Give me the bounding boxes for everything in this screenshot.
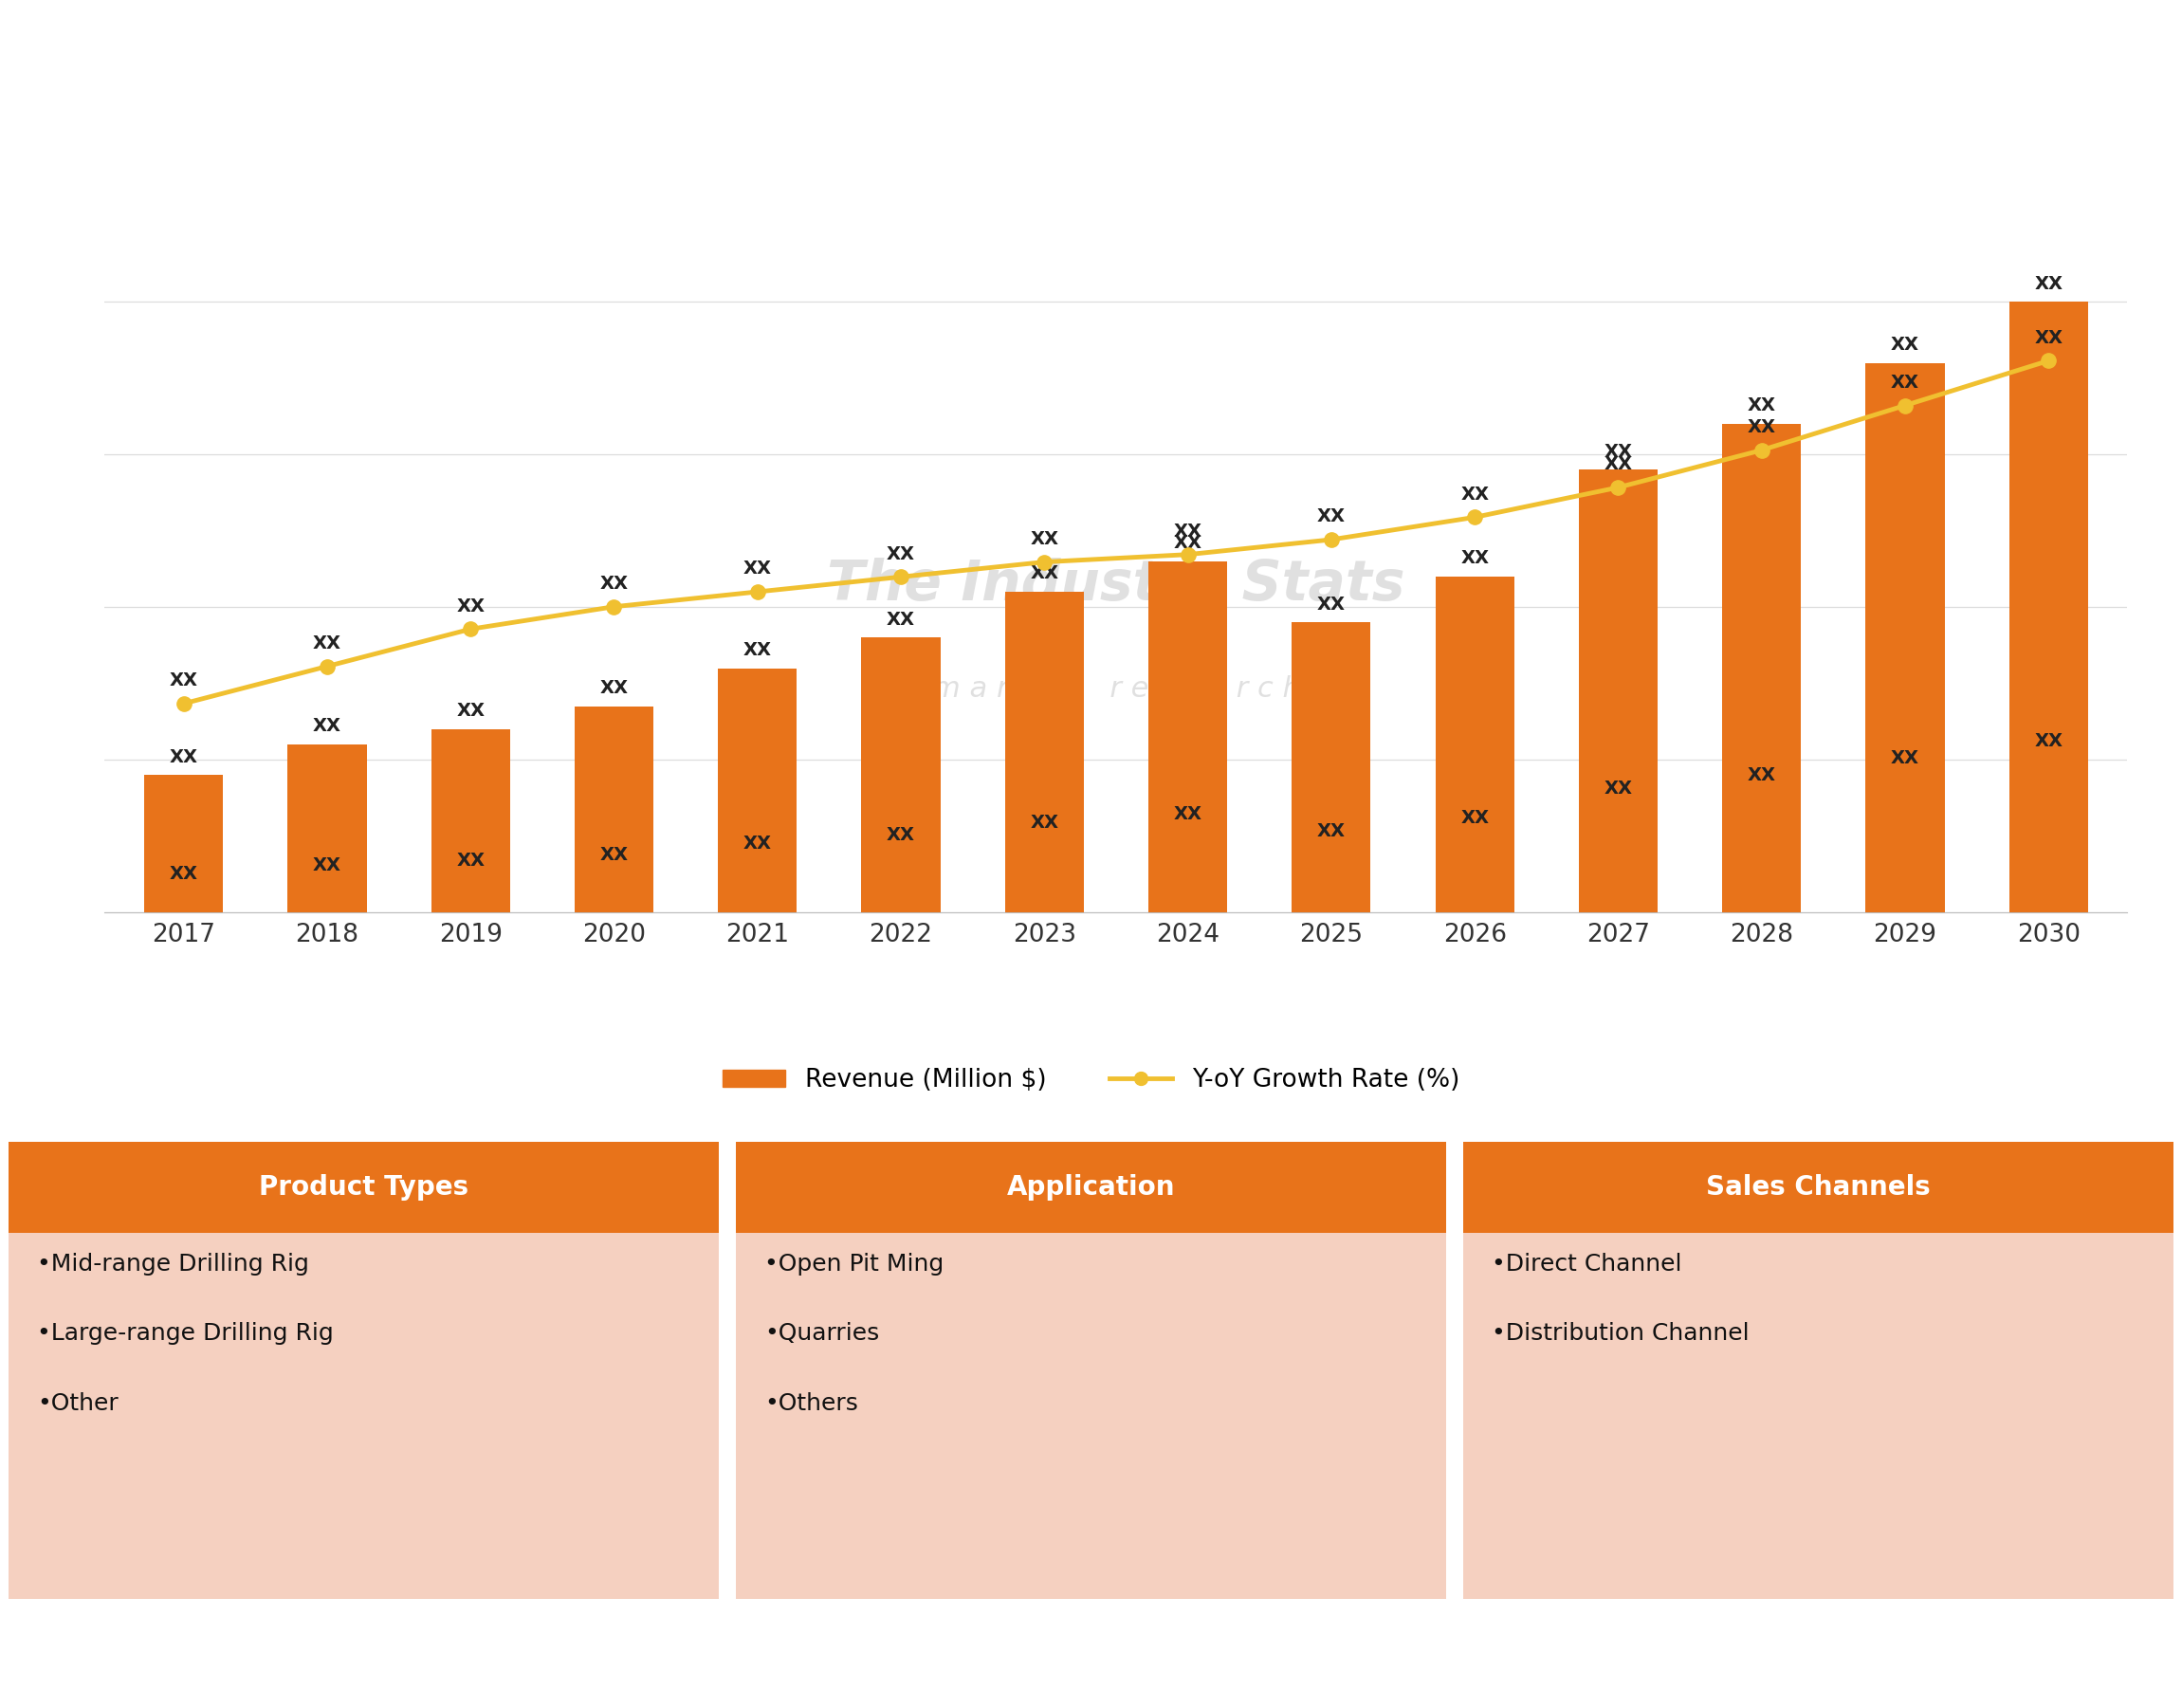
Bar: [1866, 364, 1944, 912]
Text: XX: XX: [1748, 767, 1776, 784]
Text: •Direct Channel: •Direct Channel: [1492, 1252, 1682, 1276]
Text: XX: XX: [1892, 374, 1920, 391]
Text: XX: XX: [1748, 418, 1776, 436]
Text: •Mid-range Drilling Rig: •Mid-range Drilling Rig: [37, 1252, 310, 1276]
Text: XX: XX: [1892, 750, 1920, 767]
Text: XX: XX: [2034, 275, 2062, 292]
Text: •Open Pit Ming: •Open Pit Ming: [764, 1252, 945, 1276]
Text: XX: XX: [456, 598, 484, 615]
Text: Sales Channels: Sales Channels: [1706, 1173, 1931, 1201]
Bar: [574, 707, 652, 912]
Bar: [1436, 577, 1514, 912]
Bar: [862, 637, 940, 912]
Text: XX: XX: [1460, 810, 1488, 827]
Text: XX: XX: [886, 827, 914, 844]
Text: XX: XX: [1174, 535, 1202, 552]
Text: Email: sales@theindustrystats.com: Email: sales@theindustrystats.com: [786, 1647, 1228, 1670]
Bar: [718, 668, 796, 912]
Text: XX: XX: [456, 702, 484, 721]
Text: XX: XX: [1174, 523, 1202, 541]
Text: XX: XX: [744, 560, 772, 577]
Bar: [9, 1141, 718, 1599]
Bar: [735, 1141, 1447, 1599]
Text: XX: XX: [312, 856, 340, 874]
Bar: [9, 1141, 718, 1233]
Bar: [1148, 562, 1226, 912]
Text: XX: XX: [170, 864, 199, 883]
Text: XX: XX: [312, 635, 340, 652]
Text: XX: XX: [886, 545, 914, 564]
Text: XX: XX: [1318, 594, 1346, 613]
Text: XX: XX: [744, 640, 772, 659]
Text: XX: XX: [1030, 529, 1058, 548]
Text: XX: XX: [1030, 813, 1058, 832]
Bar: [735, 1141, 1447, 1233]
Bar: [1722, 424, 1800, 912]
Text: XX: XX: [600, 680, 628, 697]
Bar: [144, 775, 223, 912]
Text: XX: XX: [1604, 456, 1632, 473]
Text: XX: XX: [1604, 442, 1632, 461]
Text: XX: XX: [1748, 396, 1776, 415]
Text: XX: XX: [744, 835, 772, 852]
Text: XX: XX: [600, 576, 628, 593]
Text: •Large-range Drilling Rig: •Large-range Drilling Rig: [37, 1322, 334, 1346]
Bar: [1580, 470, 1658, 912]
Text: XX: XX: [2034, 330, 2062, 347]
Bar: [1006, 593, 1084, 912]
Text: XX: XX: [312, 717, 340, 736]
Text: XX: XX: [600, 845, 628, 864]
Text: Fig. Global Rotary Blasthole Drilling Rig Market Status and Outlook: Fig. Global Rotary Blasthole Drilling Ri…: [26, 36, 1226, 67]
Text: XX: XX: [1030, 565, 1058, 582]
Text: XX: XX: [886, 610, 914, 629]
Text: •Other: •Other: [37, 1392, 118, 1414]
Text: XX: XX: [1174, 804, 1202, 823]
Legend: Revenue (Million $), Y-oY Growth Rate (%): Revenue (Million $), Y-oY Growth Rate (%…: [714, 1057, 1468, 1103]
Text: XX: XX: [1892, 336, 1920, 354]
Text: XX: XX: [1318, 507, 1346, 526]
Text: The Industry Stats: The Industry Stats: [827, 557, 1405, 611]
Text: XX: XX: [170, 671, 199, 690]
Text: Application: Application: [1006, 1173, 1176, 1201]
Bar: [288, 745, 367, 912]
Text: XX: XX: [1318, 822, 1346, 840]
Text: •Quarries: •Quarries: [764, 1322, 879, 1346]
Text: m a r k e t   r e s e a r c h: m a r k e t r e s e a r c h: [932, 675, 1300, 702]
Text: XX: XX: [2034, 733, 2062, 750]
Bar: [1292, 622, 1370, 912]
Text: XX: XX: [1460, 550, 1488, 567]
Text: Source: Theindustrystats Analysis: Source: Theindustrystats Analysis: [39, 1647, 471, 1670]
Text: XX: XX: [1604, 779, 1632, 798]
Bar: [432, 729, 511, 912]
Text: XX: XX: [170, 748, 199, 765]
Text: •Distribution Channel: •Distribution Channel: [1492, 1322, 1750, 1346]
Text: XX: XX: [1460, 485, 1488, 504]
Text: Website: www.theindustrystats.com: Website: www.theindustrystats.com: [1462, 1647, 1920, 1670]
Bar: [1464, 1141, 2173, 1599]
Bar: [2010, 302, 2088, 912]
Text: Product Types: Product Types: [260, 1173, 469, 1201]
Text: •Others: •Others: [764, 1392, 858, 1414]
Text: XX: XX: [456, 852, 484, 869]
Bar: [1464, 1141, 2173, 1233]
